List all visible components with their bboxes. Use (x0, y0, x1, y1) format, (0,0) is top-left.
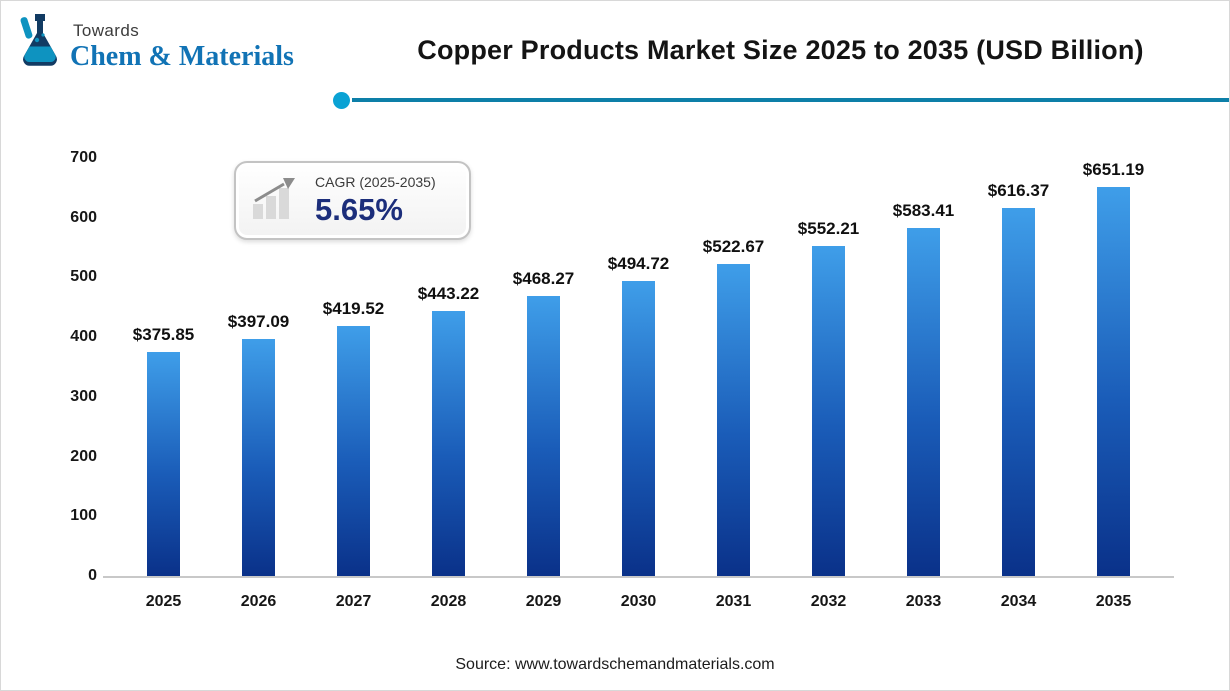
y-axis-label: 300 (70, 387, 97, 405)
bar-column: $397.09 (228, 158, 289, 576)
bar-column: $468.27 (513, 158, 574, 576)
y-axis: 0 100 200 300 400 500 600 700 (31, 149, 97, 584)
bar (622, 280, 655, 576)
bar-column: $651.19 (1083, 158, 1144, 576)
cagr-label: CAGR (2025-2035) (315, 173, 436, 190)
cagr-value: 5.65% (315, 191, 403, 227)
bar-column: $419.52 (323, 158, 384, 576)
bar-column: $494.72 (608, 158, 669, 576)
cagr-trend-icon (250, 177, 304, 224)
bar-column: $552.21 (798, 158, 859, 576)
bar-value-label: $583.41 (892, 200, 955, 220)
logo: Towards Chem & Materials (17, 13, 294, 74)
y-axis-label: 400 (70, 328, 97, 346)
bar-column: $522.67 (703, 158, 764, 576)
cagr-badge: CAGR (2025-2035) 5.65% (234, 161, 471, 240)
x-axis: 2025 2026 2027 2028 2029 2030 2031 2032 2033 2034… (111, 593, 1166, 611)
chart-title: Copper Products Market Size 2025 to 2035… (417, 35, 1144, 65)
bar-value-label: $419.52 (322, 298, 385, 318)
bar-value-label: $522.67 (702, 236, 765, 256)
logo-towards-text: Towards (73, 21, 140, 40)
y-axis-label: 600 (70, 208, 97, 226)
x-axis-label: 2031 (715, 593, 752, 610)
logo-flask-icon (17, 13, 63, 74)
bar (717, 263, 750, 576)
logo-text: Towards Chem & Materials (70, 13, 294, 73)
y-axis-label: 500 (70, 268, 97, 286)
cagr-text: CAGR (2025-2035) 5.65% (315, 174, 436, 228)
logo-brand-text: Chem & Materials (70, 41, 294, 72)
x-axis-label: 2035 (1095, 593, 1132, 610)
x-axis-label: 2027 (335, 593, 372, 610)
bar-value-label: $552.21 (797, 219, 860, 239)
bar-column: $443.22 (418, 158, 479, 576)
source-text: Source: www.towardschemandmaterials.com (455, 656, 775, 673)
bar (147, 351, 180, 576)
bar (432, 311, 465, 576)
bar (337, 325, 370, 576)
y-axis-label: 700 (70, 149, 97, 166)
bar (527, 296, 560, 576)
bar-value-label: $443.22 (417, 284, 480, 304)
divider-line (352, 98, 1229, 102)
bar-column: $616.37 (988, 158, 1049, 576)
x-axis-label: 2026 (240, 593, 277, 610)
bar-value-label: $375.85 (132, 324, 195, 344)
bar (907, 227, 940, 576)
x-axis-label: 2030 (620, 593, 657, 610)
x-axis-label: 2033 (905, 593, 942, 610)
x-axis-label: 2034 (1000, 593, 1037, 610)
bar (1097, 187, 1130, 576)
y-axis-label: 200 (70, 447, 97, 465)
bar-column: $583.41 (893, 158, 954, 576)
divider-dot (333, 92, 350, 109)
x-axis-label: 2029 (525, 593, 562, 610)
y-axis-label: 100 (70, 507, 97, 525)
x-axis-label: 2028 (430, 593, 467, 610)
bar-value-label: $616.37 (987, 180, 1050, 200)
bar-value-label: $397.09 (227, 311, 290, 331)
bar (242, 338, 275, 576)
bar-value-label: $651.19 (1082, 160, 1145, 180)
x-axis-label: 2025 (145, 593, 182, 610)
x-axis-label: 2032 (810, 593, 847, 610)
bar-value-label: $468.27 (512, 269, 575, 289)
bar-column: $375.85 (133, 158, 194, 576)
plot-area: $375.85 $397.09 $419.52 $443.22 $468.27 $494.… (103, 158, 1174, 578)
bar (812, 246, 845, 576)
bar-value-label: $494.72 (607, 253, 670, 273)
bar (1002, 207, 1035, 576)
y-axis-label: 0 (88, 567, 97, 584)
